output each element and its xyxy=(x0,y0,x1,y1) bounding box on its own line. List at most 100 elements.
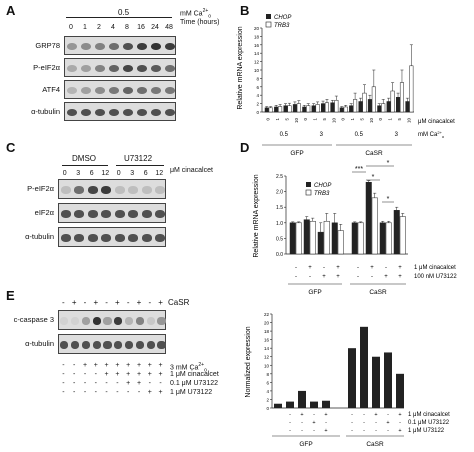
panel-b-ca-values: 0.5 3 0.5 3 xyxy=(280,132,399,138)
panel-e-condition-label: 0.1 μM U73122 xyxy=(170,380,219,387)
panel-e-condition-sign: + xyxy=(158,371,163,378)
panel-d-bottom-condition-sign: + xyxy=(324,412,327,418)
panel-e-condition-sign: - xyxy=(83,380,87,387)
panel-d-top-row2-sign: - xyxy=(295,274,297,280)
blot-band xyxy=(80,42,92,50)
blot-row-label: GRP78 xyxy=(35,40,60,50)
panel-e-condition-sign: - xyxy=(159,380,162,387)
panel-b-dose-tick: 10 xyxy=(331,118,336,124)
panel-d-bottom-bar xyxy=(372,356,380,408)
panel-d-bottom-condition-sign: - xyxy=(289,412,291,418)
panel-d-bottom-bar xyxy=(298,390,306,408)
blot-band xyxy=(128,234,139,242)
panel-d-bottom-row1-label: 1 μM cinacalcet xyxy=(408,412,450,418)
panel-a-timepoint: 16 xyxy=(137,24,145,31)
panel-e-condition-sign: - xyxy=(62,380,65,387)
panel-a-timepoint: 2 xyxy=(97,24,101,31)
panel-b-group-gfp: GFP xyxy=(290,150,303,157)
panel-b-legend-trb3: TRB3 xyxy=(274,23,290,29)
panel-d-top-bar xyxy=(309,220,316,255)
panel-b-dose-tick: 1 xyxy=(350,118,355,121)
panel-d-bottom-condition-sign: - xyxy=(351,428,353,434)
panel-c-dose: 6 xyxy=(89,170,94,177)
panel-d-bottom-condition-sign: - xyxy=(313,412,315,418)
y-tick-label: 10 xyxy=(254,68,260,73)
panel-c-treatment-dmso: DMSO xyxy=(72,154,96,163)
blot-band xyxy=(155,234,166,242)
panel-b-bar xyxy=(287,105,292,113)
y-tick-label: 2 xyxy=(256,102,259,107)
panel-a-timepoint: 1 xyxy=(83,24,87,31)
panel-b-bar xyxy=(358,101,363,113)
panel-e-condition-label: 3 mM Ca2+o xyxy=(170,362,207,374)
panel-letter-b: B xyxy=(240,3,250,18)
panel-d-top-row1-sign: - xyxy=(295,265,297,271)
blot-row-label: c-caspase 3 xyxy=(13,315,54,324)
panel-e-casr-sign: - xyxy=(105,298,108,307)
blot-band xyxy=(101,210,112,218)
blot-band xyxy=(164,108,176,116)
blot-band xyxy=(114,234,125,242)
blot-row-label: P-eIF2α xyxy=(33,62,60,72)
blot-band xyxy=(60,186,71,194)
y-tick-label: 10 xyxy=(264,363,270,368)
panel-letter-e: E xyxy=(6,288,15,303)
panel-d-sig-label: *** xyxy=(355,166,363,173)
panel-b-dose-tick: 0 xyxy=(341,118,346,121)
panel-e-condition-sign: - xyxy=(105,389,108,396)
y-tick-label: 2 xyxy=(266,397,269,402)
panel-d-bottom-row3-label: 1 μM U73122 xyxy=(408,428,445,434)
blot-band xyxy=(60,341,69,349)
panel-e-casr-sign: + xyxy=(158,298,163,307)
panel-c-dose: 0 xyxy=(62,170,67,177)
panel-d-top-row1-sign: + xyxy=(336,265,340,271)
blot-band xyxy=(108,42,120,50)
blot-band xyxy=(81,341,91,349)
y-tick-label: 8 xyxy=(256,76,259,81)
panel-d-bottom-bar xyxy=(286,401,294,408)
panel-d-legend-trb3-swatch xyxy=(305,189,312,196)
panel-a-header-value: 0.5 xyxy=(118,8,130,17)
panel-e-condition-sign: - xyxy=(62,362,65,369)
blot-band xyxy=(101,234,112,242)
panel-d-top-row2-label: 100 nM U73122 xyxy=(414,274,457,280)
blot-band xyxy=(60,210,71,218)
blot-band xyxy=(87,234,98,242)
panel-b-bar xyxy=(362,92,367,113)
blot-strip xyxy=(58,227,166,247)
blot-band xyxy=(164,64,176,72)
panel-b-dose-tick: 1 xyxy=(313,118,318,121)
panel-b-dose-tick: 1 xyxy=(275,118,280,121)
panel-d-top-bar xyxy=(385,222,392,255)
panel-d-bottom-axes: 0 2 4 6 8 10 12 14 16 18 20 22 xyxy=(264,312,404,411)
blot-band xyxy=(80,64,92,72)
panel-e-casr-label: CaSR xyxy=(168,298,190,307)
panel-d-sig-label: * xyxy=(387,196,390,203)
panel-d-bottom-condition-sign: - xyxy=(399,420,401,426)
panel-b-bars: 0 1 5 10 0 1 5 10 0 1 5 10 0 1 5 10 xyxy=(264,44,414,124)
panel-e-condition-sign: - xyxy=(127,389,130,396)
blot-band xyxy=(164,86,176,94)
panel-b-ca-label: mM Ca2+o xyxy=(418,130,445,139)
panel-b-dose-tick: 1 xyxy=(388,118,393,121)
panel-e-condition-sign: - xyxy=(94,371,97,378)
panel-b-bar xyxy=(409,65,414,113)
panel-e-casr-sign: + xyxy=(93,298,99,307)
y-tick-label: 0.0 xyxy=(276,252,283,258)
blot-band xyxy=(150,86,162,94)
panel-d-bottom-condition-sign: + xyxy=(374,412,377,418)
y-tick-label: 6 xyxy=(266,380,269,385)
panel-d-legend-chop: CHOP xyxy=(314,183,331,189)
panel-e-condition-sign: - xyxy=(116,380,119,387)
panel-d-top-bar xyxy=(365,181,372,255)
panel-d-bottom-bar xyxy=(310,401,318,408)
panel-letter-c: C xyxy=(6,140,16,155)
blot-strip xyxy=(64,102,176,121)
panel-d-top-row1-label: 1 μM cinacalcet xyxy=(414,265,456,271)
panel-d-top-row2-sign: + xyxy=(336,274,340,280)
panel-d-top-bar xyxy=(295,222,302,255)
panel-b-bar xyxy=(349,105,354,113)
blot-band xyxy=(74,210,85,218)
panel-b-bar xyxy=(381,103,386,113)
blot-row-label: α-tubulin xyxy=(25,232,54,241)
